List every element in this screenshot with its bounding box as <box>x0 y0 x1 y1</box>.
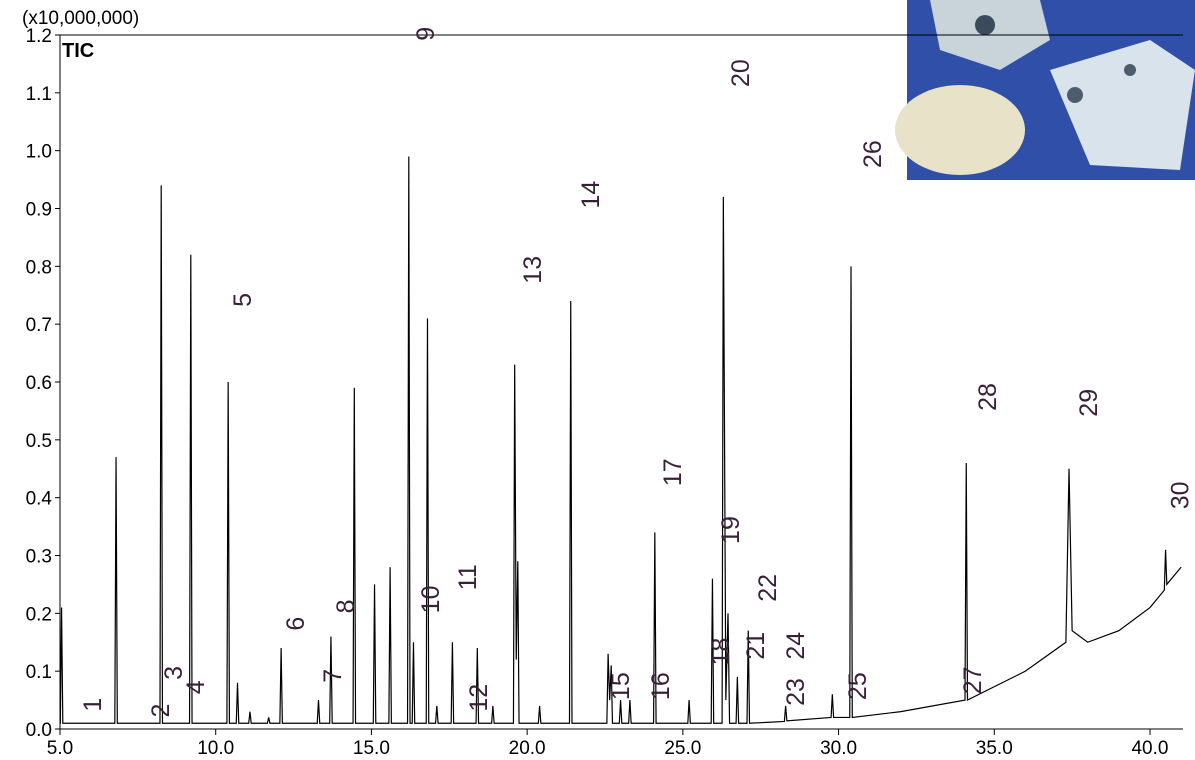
peak-label: 15 <box>607 672 635 700</box>
peak-label: 14 <box>577 181 605 209</box>
peak-label: 18 <box>707 638 735 666</box>
peak-label: 10 <box>417 586 445 614</box>
peak-label: 24 <box>782 632 810 660</box>
x-tick-label: 30.0 <box>820 738 857 759</box>
peak-label: 11 <box>454 564 482 590</box>
peak-label: 8 <box>332 599 360 613</box>
peak-label: 16 <box>647 672 675 700</box>
peak-label: 13 <box>519 256 547 284</box>
y-tick-label: 0.5 <box>26 431 52 452</box>
peak-label: 6 <box>282 617 310 631</box>
photo <box>895 0 1195 180</box>
x-tick-label: 20.0 <box>509 738 546 759</box>
tic-trace <box>60 156 1181 723</box>
y-tick-label: 0.9 <box>26 200 52 221</box>
peak-label: 1 <box>79 698 107 712</box>
photo-mold <box>975 15 995 35</box>
x-tick-label: 5.0 <box>47 738 73 759</box>
peak-label: 22 <box>754 574 782 602</box>
peak-label: 2 <box>147 704 175 718</box>
peak-label: 9 <box>412 27 440 41</box>
y-tick-label: 1.2 <box>26 26 52 47</box>
y-tick-label: 0.6 <box>26 373 52 394</box>
peak-label: 27 <box>959 666 987 694</box>
y-tick-label: 1.0 <box>26 142 52 163</box>
photo-mold <box>1124 64 1136 76</box>
y-tick-label: 0.8 <box>26 257 52 278</box>
peak-label: 21 <box>742 632 770 660</box>
y-tick-label: 0.7 <box>26 315 52 336</box>
x-tick-label: 10.0 <box>197 738 234 759</box>
x-tick-label: 40.0 <box>1131 738 1168 759</box>
x-tick-label: 35.0 <box>976 738 1013 759</box>
y-tick-label: 1.1 <box>26 84 52 105</box>
x-tick-label: 15.0 <box>353 738 390 759</box>
peak-label: 12 <box>465 684 493 712</box>
photo-mold <box>1067 87 1083 103</box>
peak-label: 7 <box>319 669 347 683</box>
y-tick-label: 0.2 <box>26 604 52 625</box>
peak-label: 28 <box>974 383 1002 411</box>
chart: (x10,000,000) TIC 0.00.10.20.30.40.50.60… <box>0 0 1195 760</box>
peak-label: 30 <box>1167 481 1195 509</box>
peak-label: 4 <box>182 680 210 694</box>
peak-label: 19 <box>717 516 745 544</box>
y-tick-label: 0.1 <box>26 662 52 683</box>
peak-label: 3 <box>160 666 188 680</box>
peak-label: 17 <box>659 458 687 486</box>
peak-label: 5 <box>229 293 257 307</box>
peak-label: 26 <box>859 140 887 168</box>
peak-label: 23 <box>782 678 810 706</box>
photo-crumbs <box>895 85 1025 175</box>
y-tick-label: 0.3 <box>26 547 52 568</box>
peak-label: 20 <box>727 59 755 87</box>
peak-label: 29 <box>1075 389 1103 417</box>
page: (x10,000,000) TIC 0.00.10.20.30.40.50.60… <box>0 0 1195 760</box>
x-tick-label: 25.0 <box>664 738 701 759</box>
y-tick-label: 0.4 <box>26 489 53 510</box>
peak-label: 25 <box>844 672 872 700</box>
trace-label: TIC <box>62 40 94 62</box>
